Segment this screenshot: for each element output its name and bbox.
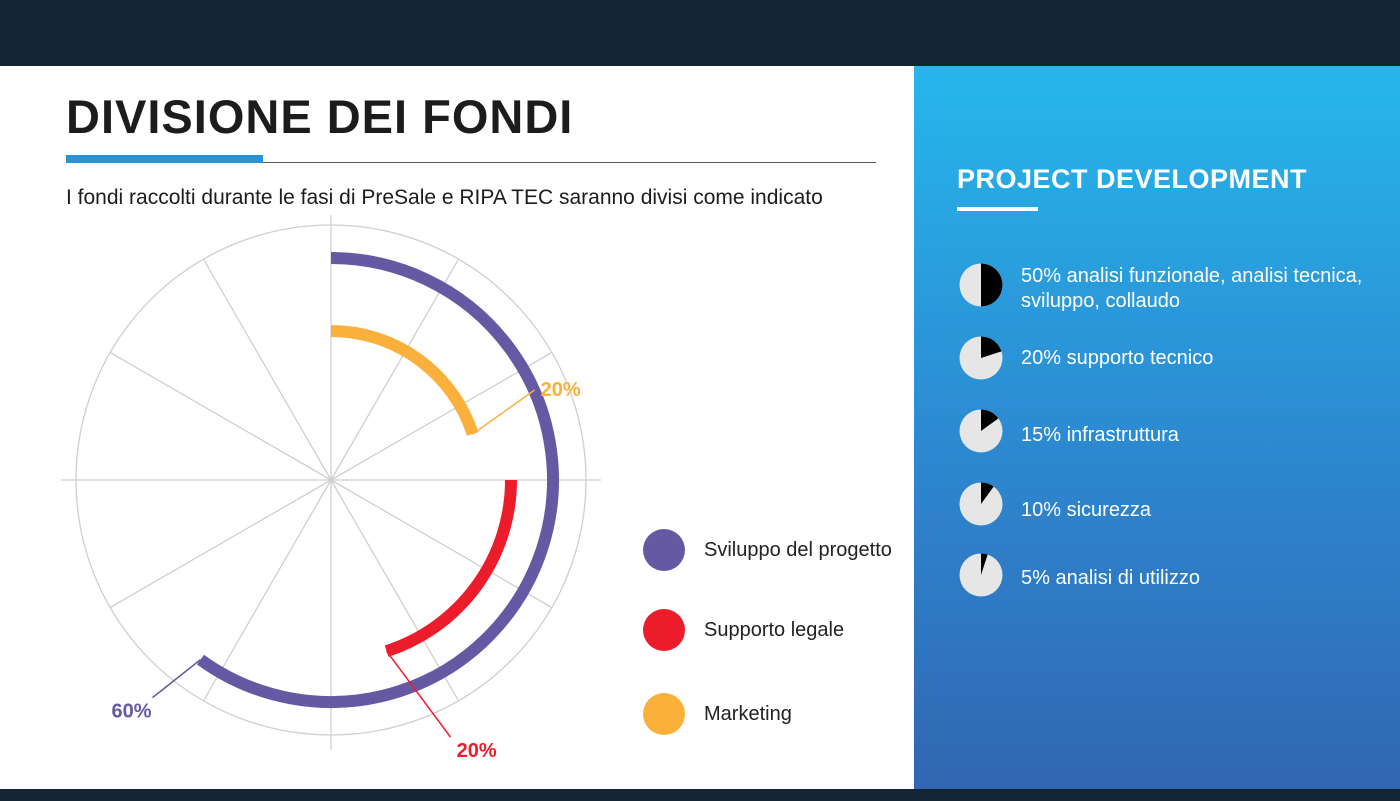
dev-item-label: 5% analisi di utilizzo <box>1021 567 1200 589</box>
dev-item-label: 20% supporto tecnico <box>1021 347 1214 369</box>
pie-slice <box>981 409 999 431</box>
legend-item-marketing: Marketing <box>643 693 792 735</box>
pie-icon <box>959 336 1003 380</box>
grid-spoke <box>202 258 332 481</box>
grid-spoke <box>330 351 553 481</box>
panel-title: PROJECT DEVELOPMENT <box>957 164 1308 194</box>
pie-slice <box>981 553 988 575</box>
grid-spoke <box>202 479 332 702</box>
leader-line <box>152 659 201 699</box>
radial-bar-chart: 60% 20% 20% <box>61 215 601 762</box>
leader-line <box>472 389 536 435</box>
legend-label: Sviluppo del progetto <box>704 538 892 561</box>
data-label: 60% <box>111 701 151 723</box>
dev-item-label: 10% sicurezza <box>1021 499 1152 521</box>
chart-leader-lines <box>152 389 536 738</box>
pie-slice <box>981 263 1003 307</box>
grid-spoke <box>330 258 460 481</box>
page-title: DIVISIONE DEI FONDI <box>66 90 574 143</box>
grid-spoke <box>109 479 332 609</box>
chart-grid <box>61 215 601 750</box>
arc-3 <box>330 325 479 436</box>
pie-icon <box>959 482 1003 526</box>
legend-item-sviluppo: Sviluppo del progetto <box>643 529 892 571</box>
legend-swatch <box>643 529 685 571</box>
pie-icon <box>959 553 1003 597</box>
grid-spoke <box>330 479 553 609</box>
data-label: 20% <box>541 379 581 401</box>
title-rule <box>66 162 876 163</box>
arc-1 <box>196 252 559 708</box>
legend-item-supporto-legale: Supporto legale <box>643 609 844 651</box>
leader-line <box>385 650 452 738</box>
pie-slice <box>981 336 1002 358</box>
grid-spoke <box>330 479 460 702</box>
grid-spoke <box>109 351 332 481</box>
top-bar <box>0 0 1400 66</box>
pie-icon <box>959 263 1003 307</box>
dev-item-label: 15% infrastruttura <box>1021 424 1179 446</box>
arc-2 <box>384 479 517 657</box>
page-subtitle: I fondi raccolti durante le fasi di PreS… <box>66 186 823 209</box>
panel-title-rule <box>957 207 1038 211</box>
legend-swatch <box>643 693 685 735</box>
data-label: 20% <box>457 740 497 762</box>
dev-item-label: 50% analisi funzionale, analisi tecnica,… <box>1021 265 1363 312</box>
chart-arcs <box>196 252 559 708</box>
legend-label: Marketing <box>704 702 792 725</box>
bottom-bar <box>0 789 1400 801</box>
legend-label: Supporto legale <box>704 618 845 641</box>
pie-icon <box>959 409 1003 453</box>
legend-swatch <box>643 609 685 651</box>
title-accent-bar <box>66 155 263 163</box>
project-development-panel: PROJECT DEVELOPMENT 50% analisi funziona… <box>914 66 1400 789</box>
chart-data-labels: 60% 20% 20% <box>111 379 580 762</box>
pie-slice <box>981 482 994 504</box>
